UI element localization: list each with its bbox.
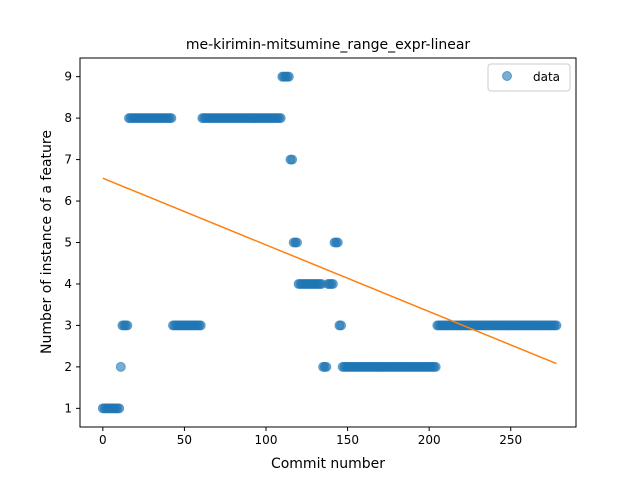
data-point [336,320,347,331]
data-point [283,71,294,82]
x-tick-label: 200 [418,433,441,447]
legend-box [487,63,571,92]
y-tick-label: 5 [64,236,72,250]
y-tick-label: 6 [64,194,72,208]
x-tick-label: 250 [499,433,522,447]
data-point [327,278,338,289]
y-tick-label: 8 [64,111,72,125]
data-point [321,361,332,372]
x-tick-label: 100 [255,433,278,447]
legend-marker-data [502,71,512,81]
y-tick-label: 9 [64,70,72,84]
x-tick-label: 0 [99,433,107,447]
y-axis-label: Number of instance of a feature [39,130,55,354]
data-point [114,403,125,414]
y-tick-label: 7 [64,153,72,167]
y-tick-label: 1 [64,401,72,415]
scatter-layer [97,71,562,414]
y-tick-label: 2 [64,360,72,374]
x-tick-label: 50 [177,433,192,447]
data-point [332,237,343,248]
x-axis-label: Commit number [271,456,385,472]
chart-title: me-kirimin-mitsumine_range_expr-linear [186,37,471,53]
data-point [166,113,177,124]
axes-layer: 0 50 100 150 200 250 1 2 3 4 5 6 7 8 9 [64,57,577,447]
data-point [551,320,562,331]
data-point [430,361,441,372]
data-point [292,237,302,248]
legend-label-data: data [533,70,560,84]
data-point [275,113,286,124]
data-point [195,320,206,331]
data-point [122,320,133,331]
x-tick-label: 150 [336,433,359,447]
fit-layer [102,177,557,365]
y-tick-label: 3 [64,318,72,332]
legend: data [487,63,571,92]
fit-line [102,177,557,365]
data-point [115,361,126,372]
y-tick-label: 4 [64,277,72,291]
data-point [287,154,298,165]
